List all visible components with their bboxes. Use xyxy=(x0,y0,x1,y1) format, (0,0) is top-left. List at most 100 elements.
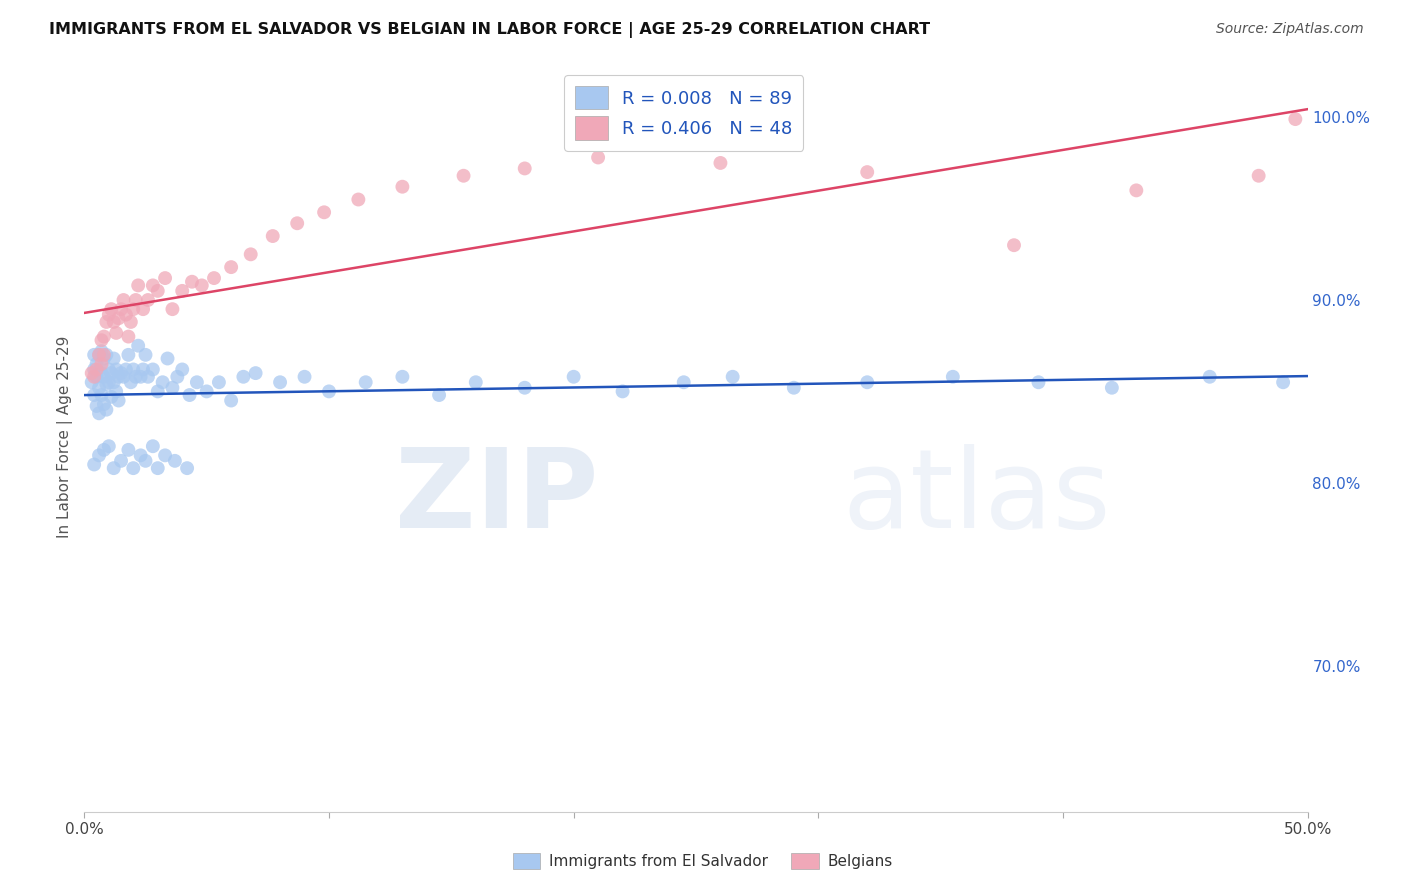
Point xyxy=(152,376,174,390)
Point xyxy=(86,362,108,376)
Point xyxy=(146,284,169,298)
Point xyxy=(191,278,214,293)
Point xyxy=(179,388,201,402)
Point xyxy=(513,161,536,176)
Point xyxy=(100,390,122,404)
Point xyxy=(100,366,122,380)
Point xyxy=(586,151,609,165)
Point xyxy=(86,399,108,413)
Point xyxy=(112,369,135,384)
Point xyxy=(90,357,112,371)
Point xyxy=(125,293,148,307)
Point xyxy=(135,348,157,362)
Point xyxy=(110,302,132,317)
Point xyxy=(153,448,176,462)
Point xyxy=(186,376,208,390)
Point xyxy=(427,388,450,402)
Point xyxy=(87,381,110,395)
Point xyxy=(105,326,128,340)
Point xyxy=(153,271,176,285)
Point xyxy=(103,315,125,329)
Point xyxy=(120,376,142,390)
Text: Source: ZipAtlas.com: Source: ZipAtlas.com xyxy=(1216,22,1364,37)
Legend: R = 0.008   N = 89, R = 0.406   N = 48: R = 0.008 N = 89, R = 0.406 N = 48 xyxy=(564,75,803,151)
Point xyxy=(391,179,413,194)
Point xyxy=(262,229,284,244)
Text: IMMIGRANTS FROM EL SALVADOR VS BELGIAN IN LABOR FORCE | AGE 25-29 CORRELATION CH: IMMIGRANTS FROM EL SALVADOR VS BELGIAN I… xyxy=(49,22,931,38)
Point xyxy=(142,362,165,376)
Point xyxy=(93,329,115,343)
Point xyxy=(314,205,336,219)
Point xyxy=(103,351,125,366)
Point xyxy=(110,454,132,468)
Point xyxy=(83,458,105,472)
Point xyxy=(942,369,965,384)
Point xyxy=(1125,183,1147,197)
Point xyxy=(142,278,165,293)
Point xyxy=(97,308,120,322)
Point xyxy=(96,377,118,392)
Point xyxy=(294,369,316,384)
Legend: Immigrants from El Salvador, Belgians: Immigrants from El Salvador, Belgians xyxy=(506,847,900,875)
Point xyxy=(856,376,879,390)
Point xyxy=(239,247,262,261)
Point xyxy=(93,369,115,384)
Point xyxy=(146,461,169,475)
Point xyxy=(856,165,879,179)
Point xyxy=(107,393,129,408)
Point xyxy=(783,381,806,395)
Point xyxy=(90,388,112,402)
Point xyxy=(132,302,155,317)
Point xyxy=(90,344,112,359)
Point xyxy=(181,275,204,289)
Point xyxy=(162,302,184,317)
Point xyxy=(105,384,128,399)
Point xyxy=(219,260,242,274)
Point xyxy=(117,442,139,457)
Point xyxy=(513,381,536,395)
Point xyxy=(103,376,125,390)
Point xyxy=(115,308,138,322)
Point xyxy=(96,315,118,329)
Point xyxy=(125,369,148,384)
Point xyxy=(162,381,184,395)
Point xyxy=(146,384,169,399)
Point xyxy=(97,376,120,390)
Point xyxy=(80,366,103,380)
Point xyxy=(156,351,179,366)
Point xyxy=(83,362,105,376)
Point xyxy=(90,333,112,347)
Point xyxy=(93,397,115,411)
Point xyxy=(453,169,475,183)
Point xyxy=(129,369,152,384)
Point xyxy=(232,369,254,384)
Point xyxy=(172,362,194,376)
Point xyxy=(83,388,105,402)
Point xyxy=(136,369,159,384)
Point xyxy=(285,216,308,230)
Point xyxy=(172,284,194,298)
Point xyxy=(87,348,110,362)
Point xyxy=(107,369,129,384)
Point xyxy=(87,348,110,362)
Point xyxy=(219,393,242,408)
Point xyxy=(80,376,103,390)
Point xyxy=(96,348,118,362)
Point xyxy=(1028,376,1050,390)
Point xyxy=(120,315,142,329)
Point xyxy=(709,156,731,170)
Point xyxy=(83,348,105,362)
Point xyxy=(1247,169,1270,183)
Point xyxy=(107,311,129,326)
Point xyxy=(122,461,145,475)
Point xyxy=(83,369,105,384)
Point xyxy=(110,366,132,380)
Point xyxy=(86,357,108,371)
Point xyxy=(163,454,186,468)
Point xyxy=(721,369,744,384)
Point xyxy=(166,369,188,384)
Point xyxy=(1101,381,1123,395)
Point xyxy=(87,406,110,420)
Point xyxy=(245,366,267,380)
Point xyxy=(100,302,122,317)
